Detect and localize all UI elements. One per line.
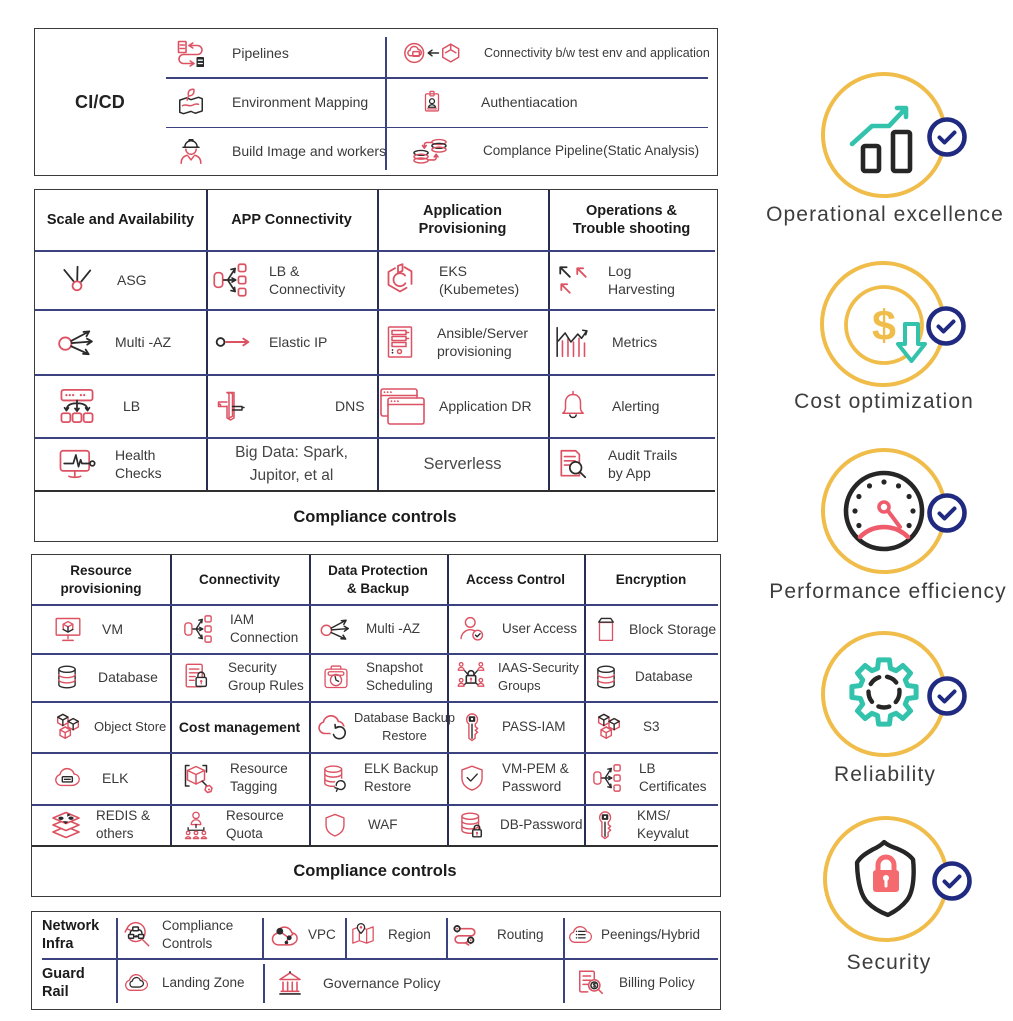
svg-text:$: $ — [872, 302, 896, 350]
